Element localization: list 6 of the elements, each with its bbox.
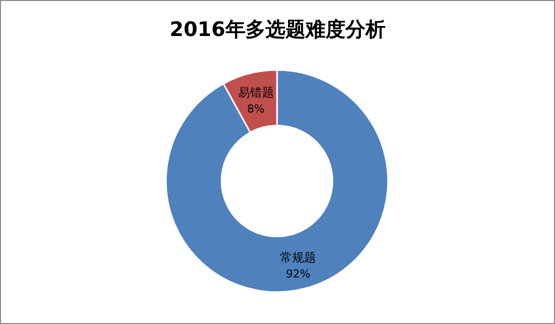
data-label: 8% <box>247 102 265 116</box>
chart-title: 2016年多选题难度分析 <box>170 17 386 41</box>
donut-slice <box>165 69 389 293</box>
slice-label: 易错题 <box>238 86 274 100</box>
data-label: 92% <box>286 267 310 280</box>
slice-label: 常规题 <box>280 250 316 264</box>
